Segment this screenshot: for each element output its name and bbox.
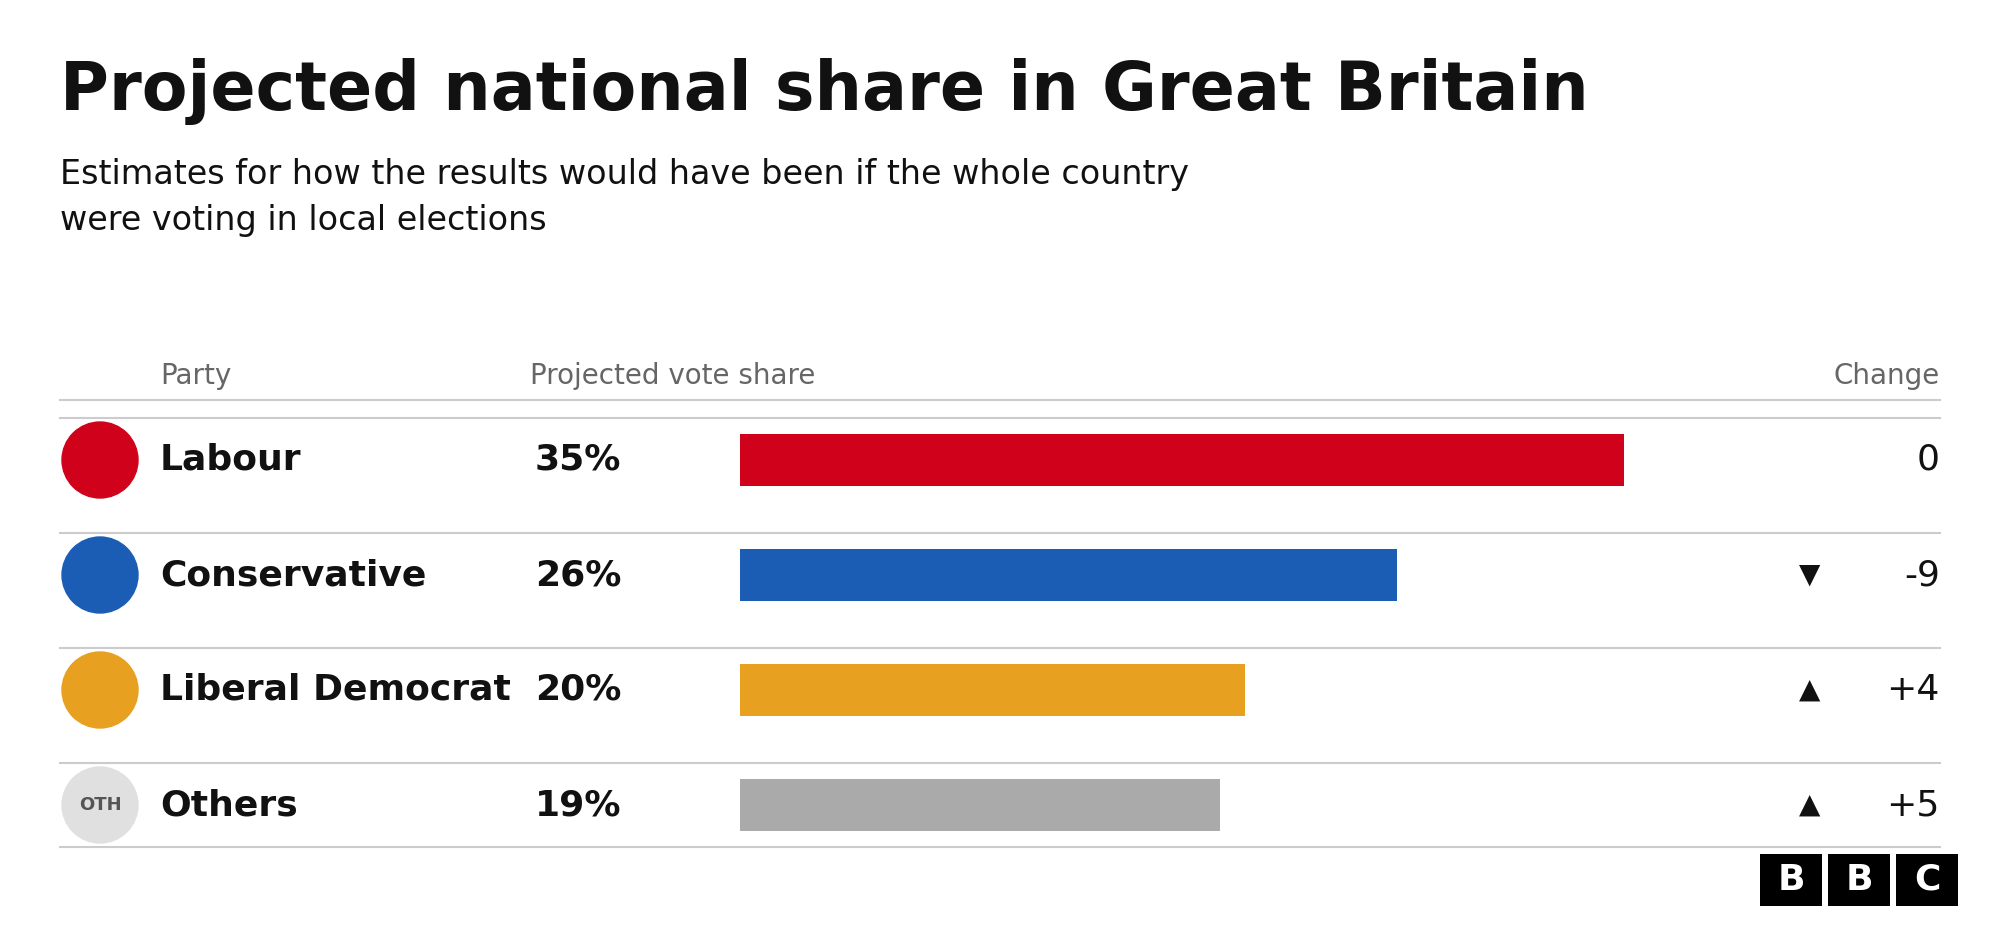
Text: C: C bbox=[1914, 863, 1940, 897]
Text: B: B bbox=[1846, 863, 1872, 897]
FancyBboxPatch shape bbox=[740, 664, 1244, 716]
Text: ▲: ▲ bbox=[1800, 791, 1820, 819]
Text: Projected vote share: Projected vote share bbox=[530, 362, 816, 390]
Text: 20%: 20% bbox=[536, 673, 622, 707]
Bar bbox=[1760, 854, 1822, 906]
FancyBboxPatch shape bbox=[740, 779, 1220, 831]
Text: ▲: ▲ bbox=[1800, 676, 1820, 704]
Text: Estimates for how the results would have been if the whole country
were voting i: Estimates for how the results would have… bbox=[60, 158, 1188, 237]
Text: B: B bbox=[1778, 863, 1804, 897]
Text: 19%: 19% bbox=[536, 788, 622, 822]
Circle shape bbox=[62, 422, 138, 498]
Bar bbox=[1896, 854, 1958, 906]
Text: -9: -9 bbox=[1904, 558, 1940, 592]
Text: Labour: Labour bbox=[160, 443, 302, 477]
Text: Liberal Democrat: Liberal Democrat bbox=[160, 673, 510, 707]
Text: 0: 0 bbox=[1916, 443, 1940, 477]
FancyBboxPatch shape bbox=[740, 434, 1624, 486]
Text: Others: Others bbox=[160, 788, 298, 822]
Text: Projected national share in Great Britain: Projected national share in Great Britai… bbox=[60, 58, 1588, 125]
Text: ▼: ▼ bbox=[1800, 561, 1820, 589]
Text: Change: Change bbox=[1834, 362, 1940, 390]
Text: +5: +5 bbox=[1886, 788, 1940, 822]
Text: Conservative: Conservative bbox=[160, 558, 426, 592]
Text: Party: Party bbox=[160, 362, 232, 390]
Circle shape bbox=[62, 767, 138, 843]
FancyBboxPatch shape bbox=[740, 549, 1396, 601]
Text: 26%: 26% bbox=[536, 558, 622, 592]
Circle shape bbox=[62, 537, 138, 613]
Text: 35%: 35% bbox=[536, 443, 622, 477]
Text: OTH: OTH bbox=[78, 796, 122, 814]
Circle shape bbox=[62, 652, 138, 728]
Text: +4: +4 bbox=[1886, 673, 1940, 707]
Bar bbox=[1828, 854, 1890, 906]
